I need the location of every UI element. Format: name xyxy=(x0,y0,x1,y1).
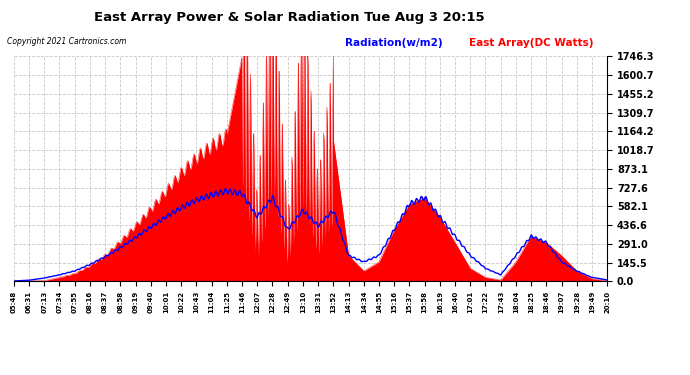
Text: Radiation(w/m2): Radiation(w/m2) xyxy=(345,38,442,48)
Text: Copyright 2021 Cartronics.com: Copyright 2021 Cartronics.com xyxy=(7,38,126,46)
Text: East Array Power & Solar Radiation Tue Aug 3 20:15: East Array Power & Solar Radiation Tue A… xyxy=(95,11,485,24)
Text: East Array(DC Watts): East Array(DC Watts) xyxy=(469,38,593,48)
